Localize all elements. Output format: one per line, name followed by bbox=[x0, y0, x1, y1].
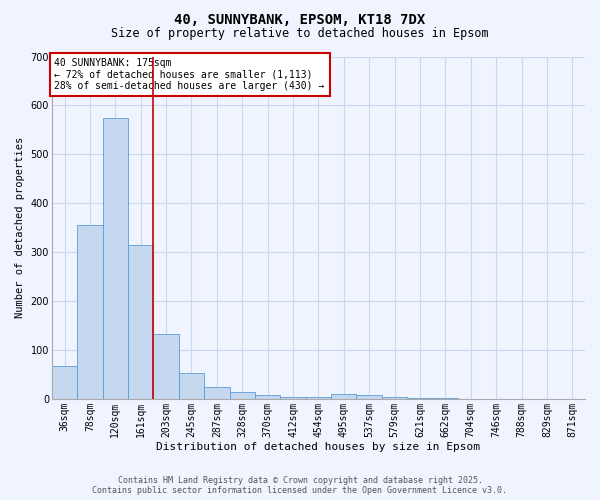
Bar bbox=[204, 386, 230, 399]
Bar bbox=[230, 392, 255, 399]
Bar bbox=[103, 118, 128, 399]
Bar bbox=[52, 366, 77, 399]
Text: 40, SUNNYBANK, EPSOM, KT18 7DX: 40, SUNNYBANK, EPSOM, KT18 7DX bbox=[175, 12, 425, 26]
Bar bbox=[356, 394, 382, 399]
Text: Size of property relative to detached houses in Epsom: Size of property relative to detached ho… bbox=[111, 28, 489, 40]
Bar bbox=[77, 226, 103, 399]
Bar bbox=[179, 374, 204, 399]
Bar bbox=[382, 398, 407, 399]
Bar bbox=[280, 397, 306, 399]
X-axis label: Distribution of detached houses by size in Epsom: Distribution of detached houses by size … bbox=[157, 442, 481, 452]
Bar bbox=[331, 394, 356, 399]
Bar bbox=[306, 397, 331, 399]
Text: Contains HM Land Registry data © Crown copyright and database right 2025.
Contai: Contains HM Land Registry data © Crown c… bbox=[92, 476, 508, 495]
Text: 40 SUNNYBANK: 175sqm
← 72% of detached houses are smaller (1,113)
28% of semi-de: 40 SUNNYBANK: 175sqm ← 72% of detached h… bbox=[55, 58, 325, 92]
Bar bbox=[128, 245, 154, 399]
Bar bbox=[154, 334, 179, 399]
Bar bbox=[255, 396, 280, 399]
Y-axis label: Number of detached properties: Number of detached properties bbox=[15, 137, 25, 318]
